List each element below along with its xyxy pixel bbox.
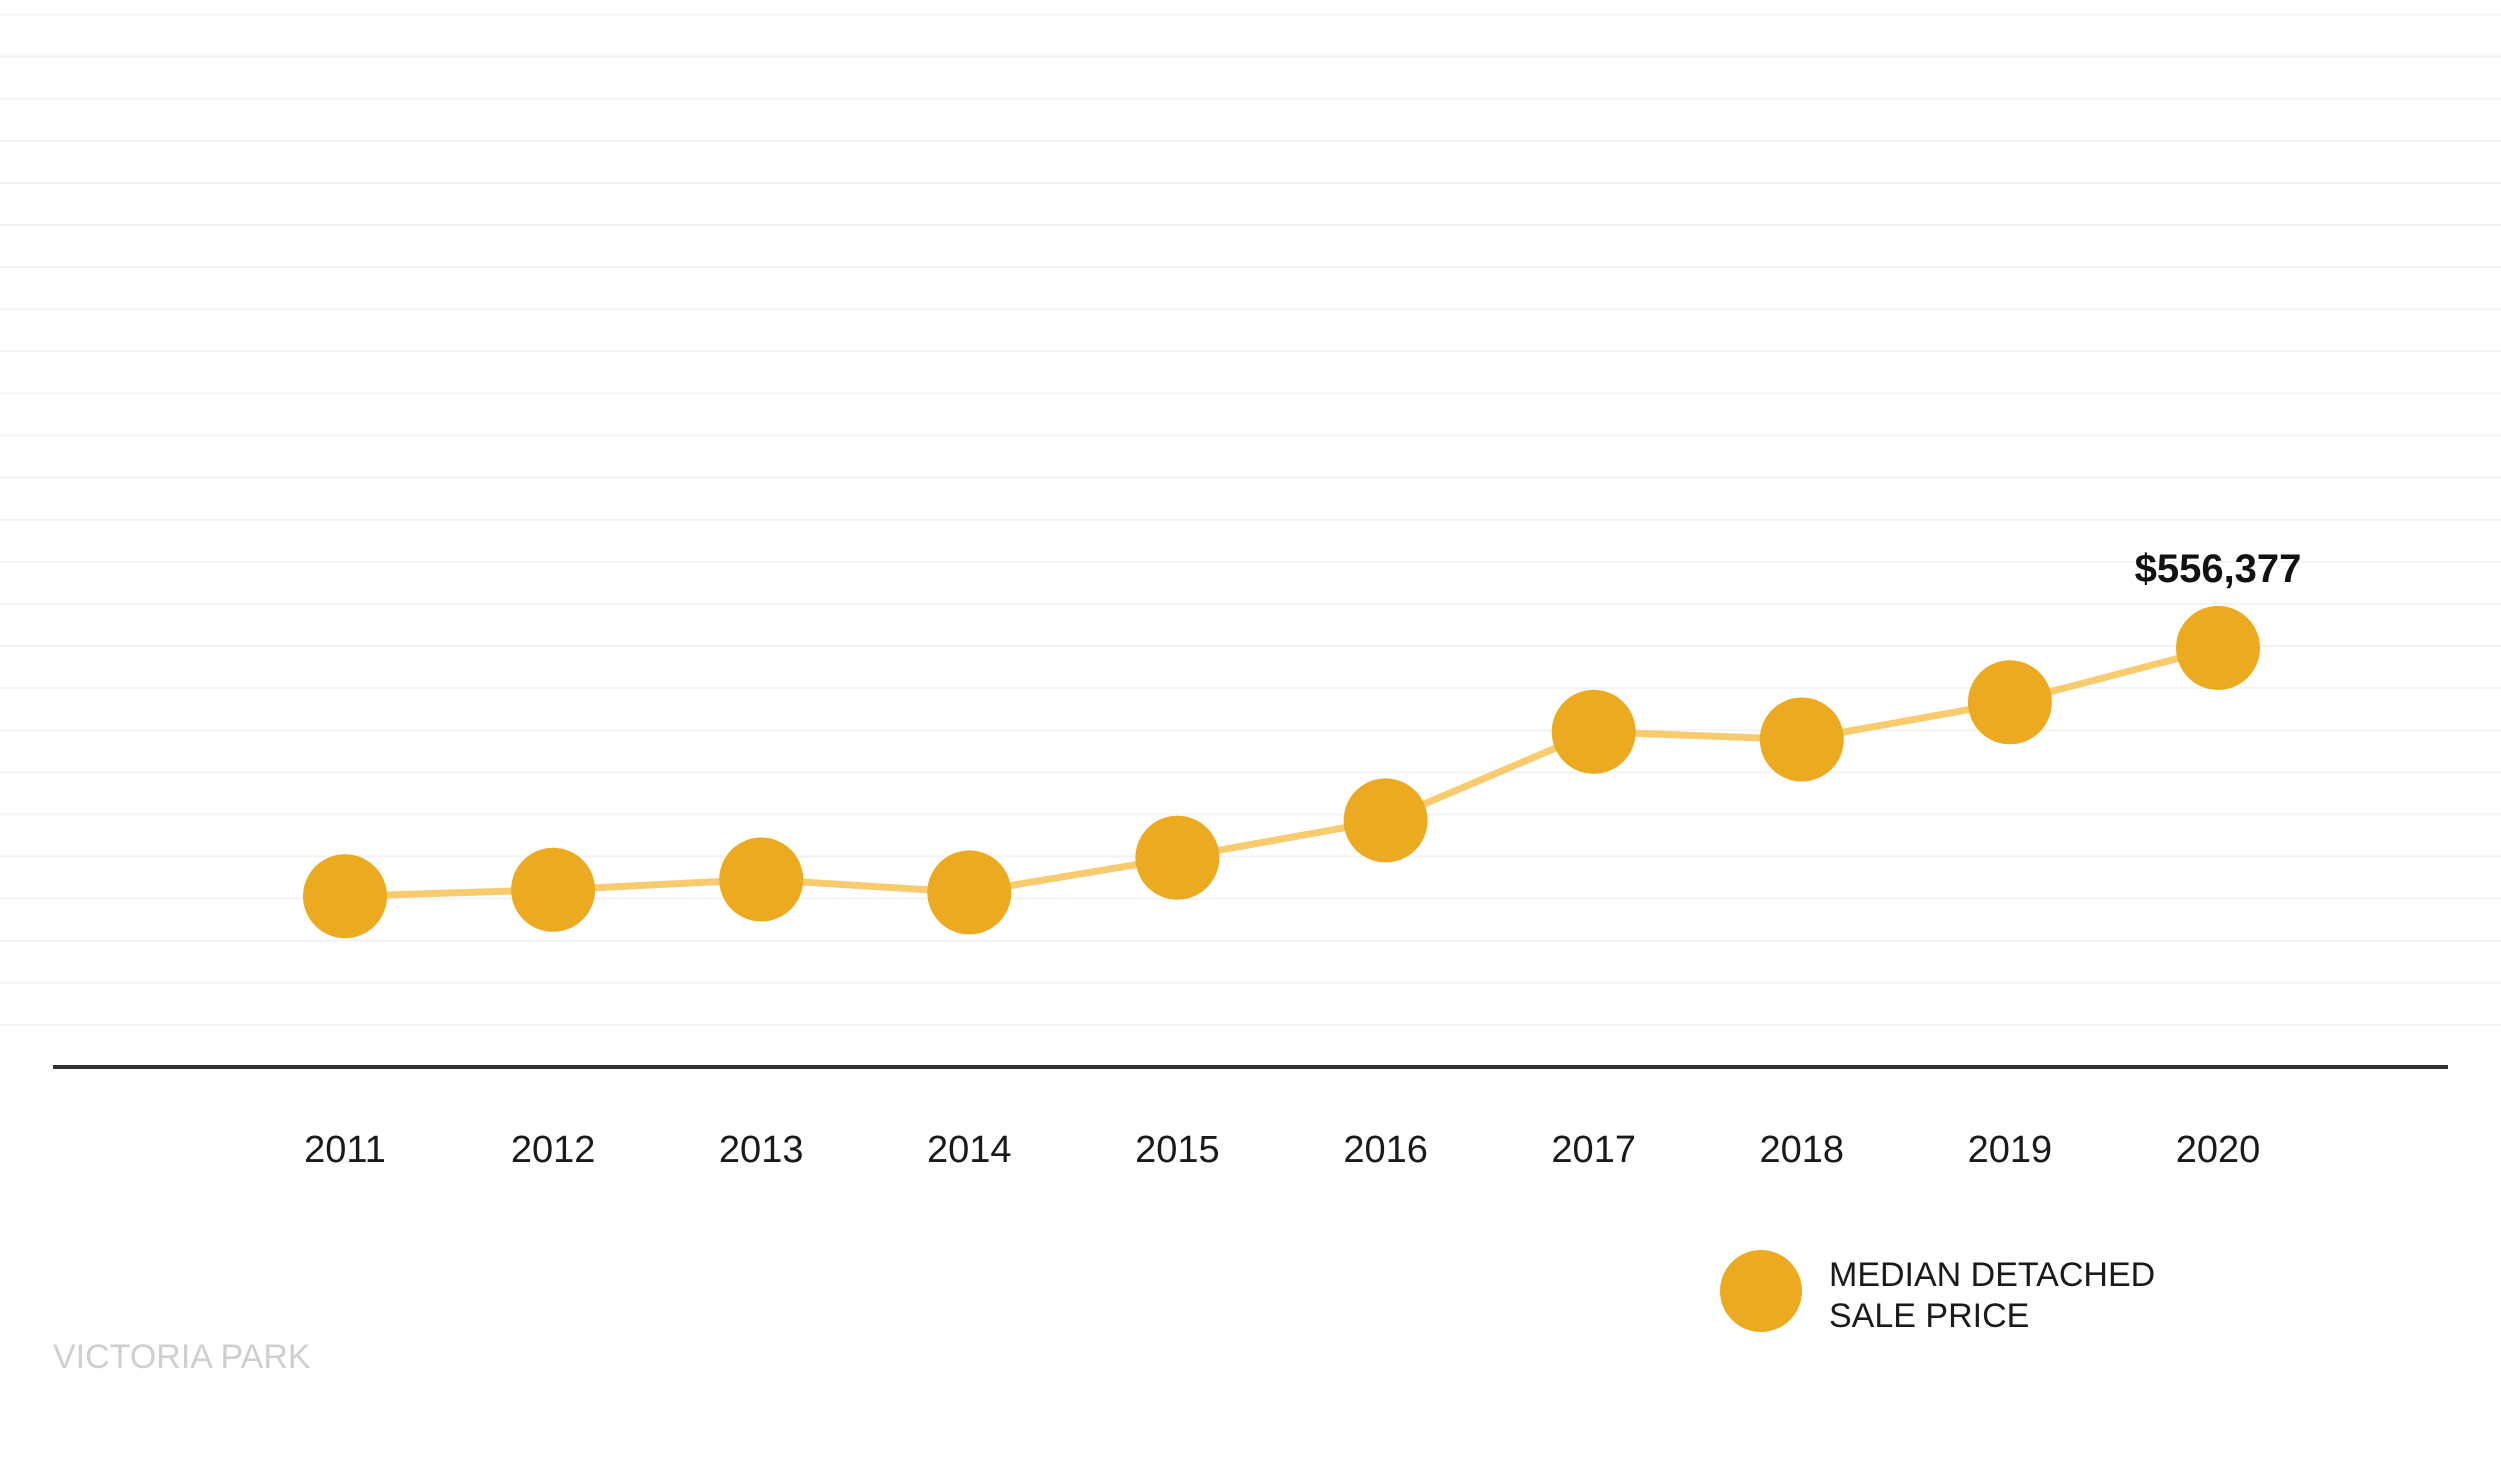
- x-tick-label-2019: 2019: [1968, 1129, 2053, 1171]
- legend-marker: [1720, 1250, 1802, 1332]
- series-median-detached-sale-price: [303, 605, 2260, 939]
- data-point-2016: [1343, 778, 1428, 863]
- data-point-2013: [719, 837, 804, 922]
- x-tick-label-2018: 2018: [1760, 1129, 1845, 1171]
- x-axis-tick-labels: 2011 2012 2013 2014 2015 2016 2017 2018 2019 2020: [304, 1129, 2260, 1171]
- data-point-2011: [303, 854, 387, 939]
- gridlines: [0, 13, 2501, 1026]
- data-point-2020: [2176, 605, 2260, 690]
- value-label-2020: $556,377: [2135, 547, 2302, 591]
- data-point-2019: [1967, 660, 2052, 745]
- series-line-0: [341, 644, 2222, 900]
- legend-label-line-1: MEDIAN DETACHED: [1829, 1256, 2155, 1294]
- x-tick-label-2012: 2012: [511, 1129, 596, 1171]
- data-point-2017: [1551, 689, 1636, 774]
- x-tick-label-2011: 2011: [304, 1129, 386, 1171]
- data-point-2015: [1135, 815, 1220, 900]
- legend-label-line-2: SALE PRICE: [1829, 1297, 2029, 1335]
- x-tick-label-2014: 2014: [927, 1129, 1012, 1171]
- x-tick-label-2015: 2015: [1135, 1129, 1220, 1171]
- data-annotations: $556,377: [2135, 547, 2302, 591]
- x-tick-label-2017: 2017: [1551, 1129, 1636, 1171]
- data-point-2014: [927, 850, 1012, 935]
- data-point-2018: [1759, 697, 1844, 782]
- x-tick-label-2020: 2020: [2176, 1129, 2261, 1171]
- x-tick-label-2013: 2013: [719, 1129, 804, 1171]
- data-point-2012: [511, 847, 596, 932]
- legend: MEDIAN DETACHED SALE PRICE: [1720, 1250, 2155, 1335]
- x-tick-label-2016: 2016: [1343, 1129, 1428, 1171]
- location-watermark: VICTORIA PARK: [53, 1338, 311, 1376]
